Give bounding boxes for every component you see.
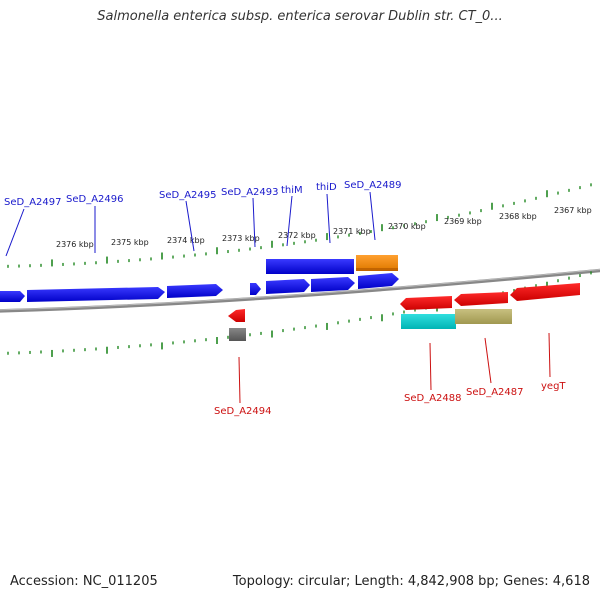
- kbp-label: 2371 kbp: [333, 227, 371, 236]
- gene-arrow[interactable]: [0, 291, 25, 302]
- gene-block[interactable]: [356, 255, 398, 270]
- gene-block[interactable]: [455, 309, 512, 324]
- gene-arrow[interactable]: [358, 273, 399, 289]
- plus-strand-genes: [0, 255, 399, 302]
- accession-label: Accession: NC_011205: [10, 574, 158, 589]
- minus-leaders: [238, 332, 551, 404]
- gene-label[interactable]: yegT: [541, 381, 566, 392]
- kbp-label: 2370 kbp: [388, 222, 426, 231]
- gene-block[interactable]: [401, 314, 456, 329]
- map-title: Salmonella enterica subsp. enterica sero…: [97, 9, 503, 24]
- gene-label[interactable]: thiM: [281, 185, 303, 196]
- gene-arrow[interactable]: [266, 279, 310, 294]
- chromosome-backbone: [0, 268, 600, 313]
- genome-summary: Topology: circular; Length: 4,842,908 bp…: [232, 574, 590, 589]
- gene-arrow[interactable]: [311, 277, 355, 292]
- gene-label[interactable]: SeD_A2489: [344, 180, 402, 191]
- tick-row-top: [7, 183, 592, 268]
- gene-arrow[interactable]: [454, 292, 508, 306]
- gene-arrow[interactable]: [400, 296, 452, 310]
- gene-arrow[interactable]: [27, 287, 165, 302]
- gene-label[interactable]: SeD_A2496: [66, 194, 124, 205]
- kbp-label: 2373 kbp: [222, 234, 260, 243]
- kbp-label: 2368 kbp: [499, 212, 537, 221]
- kbp-label: 2375 kbp: [111, 238, 149, 247]
- gene-label[interactable]: thiD: [316, 182, 337, 193]
- gene-label[interactable]: SeD_A2488: [404, 393, 462, 404]
- gene-arrow[interactable]: [510, 283, 580, 301]
- kbp-label: 2374 kbp: [167, 236, 205, 245]
- gene-arrow[interactable]: [228, 309, 245, 322]
- kbp-label: 2369 kbp: [444, 217, 482, 226]
- kbp-label: 2372 kbp: [278, 231, 316, 240]
- gene-label[interactable]: SeD_A2487: [466, 387, 524, 398]
- gene-label[interactable]: SeD_A2494: [214, 406, 272, 417]
- gene-label[interactable]: SeD_A2493: [221, 187, 279, 198]
- gene-label[interactable]: SeD_A2497: [4, 197, 62, 208]
- gene-arrow[interactable]: [250, 283, 261, 295]
- minus-strand-genes: [228, 283, 580, 341]
- gene-label[interactable]: SeD_A2495: [159, 190, 217, 201]
- gene-arrow[interactable]: [167, 284, 223, 298]
- gene-block[interactable]: [266, 259, 354, 274]
- kbp-label: 2367 kbp: [554, 206, 592, 215]
- plus-leaders: [5, 191, 376, 257]
- kbp-label: 2376 kbp: [56, 240, 94, 249]
- gene-block[interactable]: [229, 328, 246, 341]
